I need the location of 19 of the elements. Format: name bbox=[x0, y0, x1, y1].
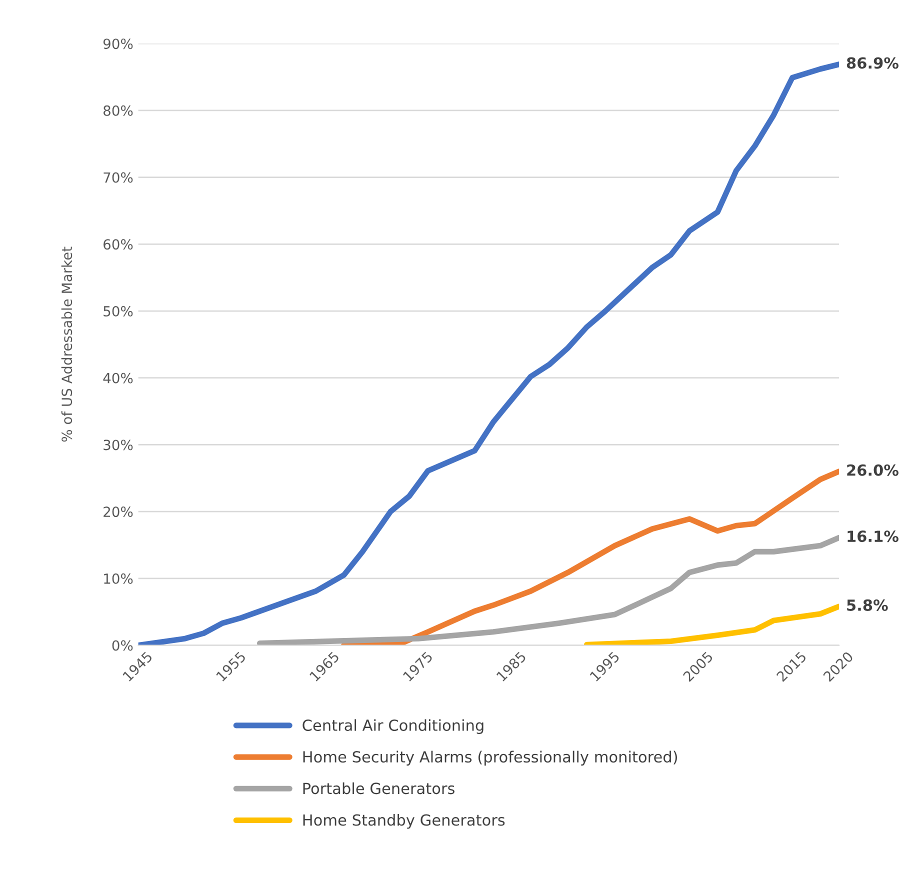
y-tick-label: 70% bbox=[104, 172, 133, 183]
y-tick-label: 20% bbox=[104, 506, 133, 518]
data-label: 16.1% bbox=[848, 530, 898, 542]
data-label: 86.9% bbox=[846, 57, 898, 69]
legend-label: Central Air Conditioning bbox=[302, 719, 484, 734]
y-tick-label: 90% bbox=[103, 38, 133, 50]
legend-label: Home Standby Generators bbox=[303, 814, 505, 829]
y-tick-label: 40% bbox=[103, 372, 133, 384]
legend-label: Home Security Alarms (professionally monitored) bbox=[303, 750, 678, 766]
y-tick-label: 80% bbox=[104, 105, 133, 116]
legend-label: Portable Generators bbox=[303, 782, 454, 794]
data-label: 26.0% bbox=[847, 464, 898, 476]
y-tick-label: 60% bbox=[104, 239, 133, 250]
y-tick-label: 0% bbox=[112, 640, 133, 651]
y-tick-label: 50% bbox=[104, 306, 133, 316]
y-tick-label: 30% bbox=[104, 440, 133, 450]
data-label: 5.8% bbox=[847, 599, 888, 611]
y-tick-label: 10% bbox=[104, 573, 133, 584]
y-axis-title: % of US Addressable Market bbox=[61, 246, 72, 442]
